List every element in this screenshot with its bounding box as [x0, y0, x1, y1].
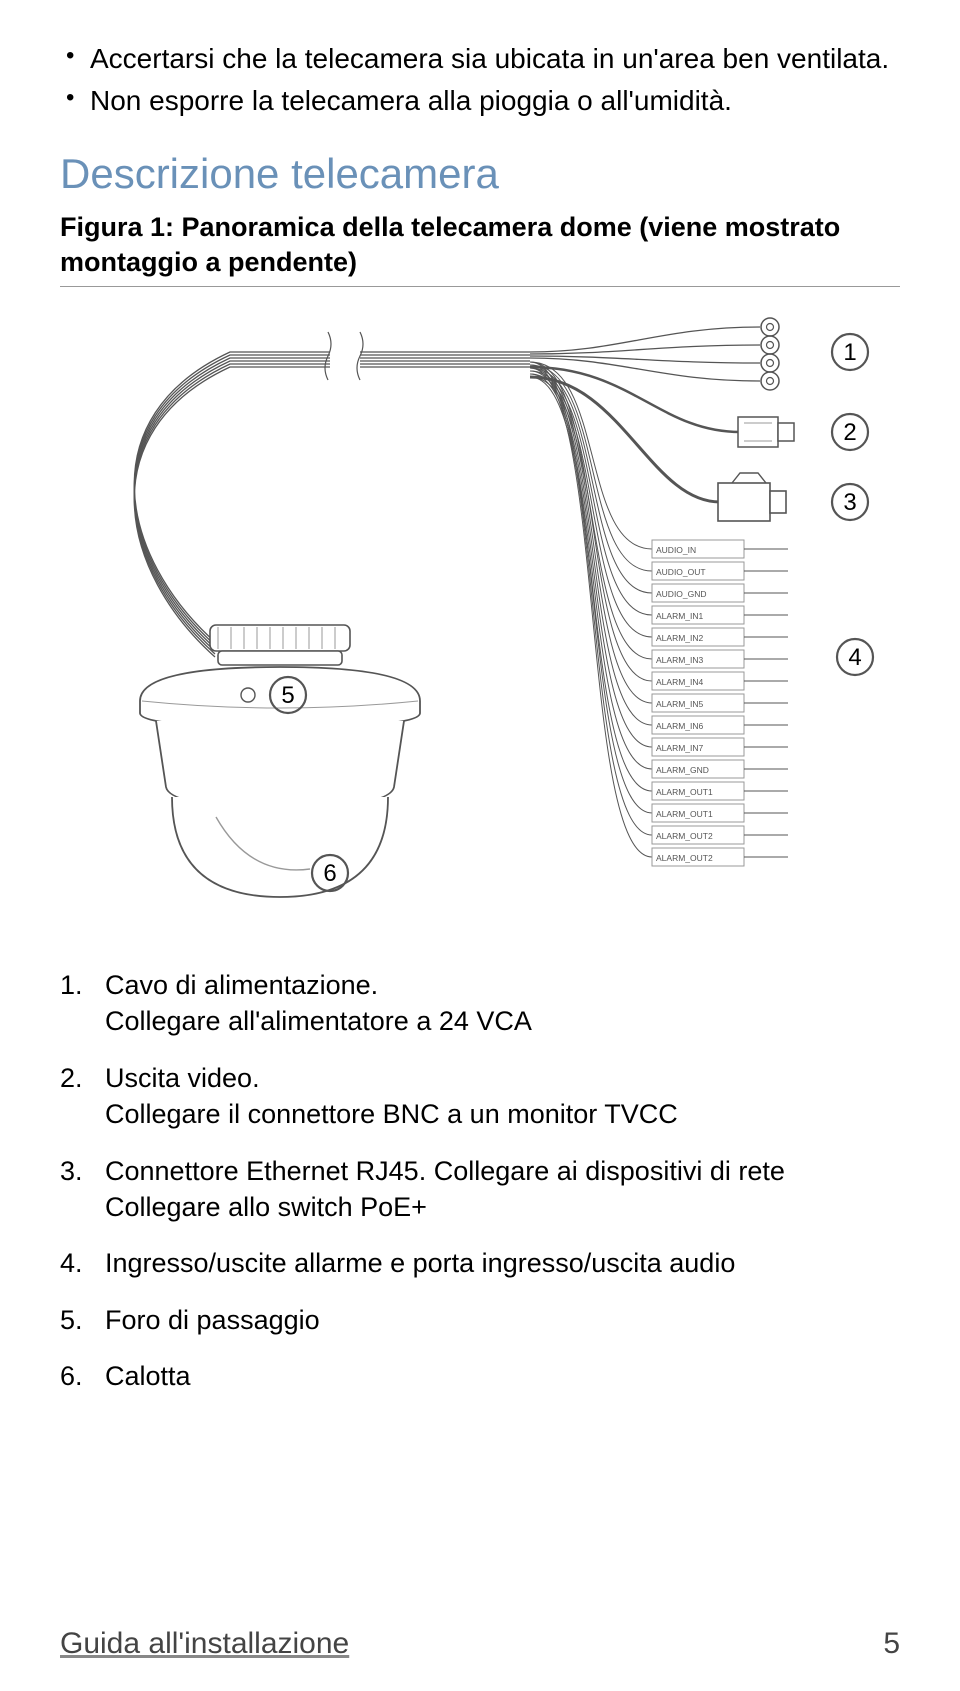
bullet-item: Accertarsi che la telecamera sia ubicata…: [60, 40, 900, 78]
svg-text:ALARM_IN4: ALARM_IN4: [656, 677, 704, 687]
legend-item: 3.Connettore Ethernet RJ45. Collegare ai…: [60, 1153, 900, 1226]
svg-text:5: 5: [281, 682, 294, 709]
svg-text:ALARM_OUT2: ALARM_OUT2: [656, 853, 713, 863]
legend-item: 2.Uscita video.Collegare il connettore B…: [60, 1060, 900, 1133]
page-number: 5: [883, 1627, 900, 1661]
legend-text: Cavo di alimentazione.Collegare all'alim…: [105, 970, 532, 1036]
legend-item: 4.Ingresso/uscite allarme e porta ingres…: [60, 1245, 900, 1281]
svg-text:ALARM_IN3: ALARM_IN3: [656, 655, 704, 665]
svg-text:AUDIO_IN: AUDIO_IN: [656, 545, 696, 555]
svg-text:ALARM_IN2: ALARM_IN2: [656, 633, 704, 643]
bullet-item: Non esporre la telecamera alla pioggia o…: [60, 82, 900, 120]
svg-text:1: 1: [843, 339, 856, 366]
legend-text: Calotta: [105, 1361, 191, 1391]
svg-text:ALARM_OUT2: ALARM_OUT2: [656, 831, 713, 841]
svg-text:3: 3: [843, 489, 856, 516]
svg-text:4: 4: [848, 644, 861, 671]
svg-text:AUDIO_OUT: AUDIO_OUT: [656, 567, 706, 577]
svg-text:AUDIO_GND: AUDIO_GND: [656, 589, 707, 599]
legend-text: Uscita video.Collegare il connettore BNC…: [105, 1063, 678, 1129]
svg-text:ALARM_OUT1: ALARM_OUT1: [656, 809, 713, 819]
legend-item: 6.Calotta: [60, 1358, 900, 1394]
camera-diagram: 1 2 3 AUDIO_IN AUDIO_OUT AUDIO_GND ALARM_IN1 AL…: [60, 297, 900, 937]
intro-bullets: Accertarsi che la telecamera sia ubicata…: [60, 40, 900, 120]
svg-text:ALARM_IN6: ALARM_IN6: [656, 721, 704, 731]
svg-text:ALARM_GND: ALARM_GND: [656, 765, 709, 775]
figure-caption: Figura 1: Panoramica della telecamera do…: [60, 210, 900, 287]
section-title: Descrizione telecamera: [60, 150, 900, 198]
page-footer: Guida all'installazione 5: [60, 1627, 900, 1661]
legend-text: Connettore Ethernet RJ45. Collegare ai d…: [105, 1156, 785, 1222]
legend-item: 1.Cavo di alimentazione.Collegare all'al…: [60, 967, 900, 1040]
legend-text: Foro di passaggio: [105, 1305, 320, 1335]
svg-text:2: 2: [843, 419, 856, 446]
legend-item: 5.Foro di passaggio: [60, 1302, 900, 1338]
legend-list: 1.Cavo di alimentazione.Collegare all'al…: [60, 967, 900, 1395]
svg-text:ALARM_IN1: ALARM_IN1: [656, 611, 704, 621]
svg-text:ALARM_IN5: ALARM_IN5: [656, 699, 704, 709]
footer-title: Guida all'installazione: [60, 1627, 349, 1661]
diagram-svg: 1 2 3 AUDIO_IN AUDIO_OUT AUDIO_GND ALARM_IN1 AL…: [60, 297, 900, 937]
svg-text:ALARM_IN7: ALARM_IN7: [656, 743, 704, 753]
legend-text: Ingresso/uscite allarme e porta ingresso…: [105, 1248, 735, 1278]
svg-text:6: 6: [323, 860, 336, 887]
svg-text:ALARM_OUT1: ALARM_OUT1: [656, 787, 713, 797]
